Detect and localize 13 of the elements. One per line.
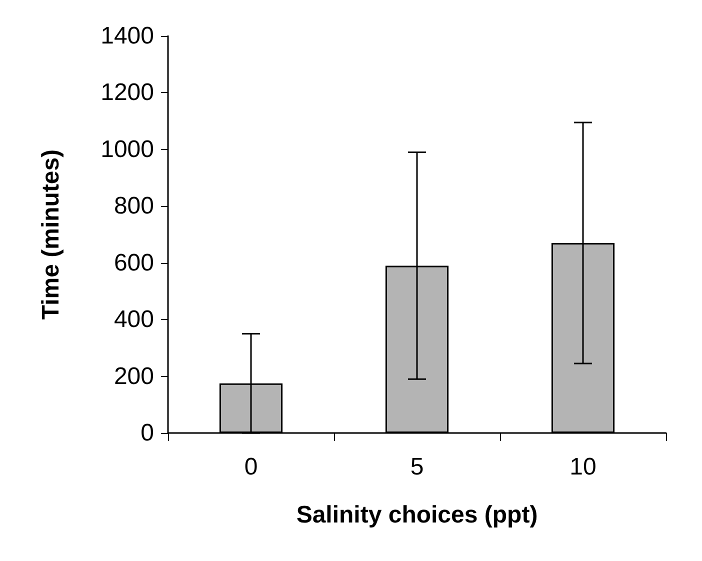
y-tick-label: 1200	[100, 79, 154, 106]
y-tick-label: 1000	[100, 136, 154, 163]
x-tick-label: 0	[244, 454, 258, 480]
y-tick-label: 200	[114, 362, 154, 390]
x-axis-title: Salinity choices (ppt)	[296, 502, 538, 528]
x-tick-label: 5	[410, 454, 424, 480]
y-axis-title: Time (minutes)	[38, 149, 64, 320]
y-tick-label: 600	[114, 249, 154, 276]
y-tick-label: 0	[140, 420, 154, 446]
y-tick-label: 400	[114, 306, 154, 334]
y-tick-label: 1400	[100, 22, 154, 50]
y-tick-label: 800	[114, 192, 154, 220]
x-tick-label: 10	[570, 454, 596, 480]
